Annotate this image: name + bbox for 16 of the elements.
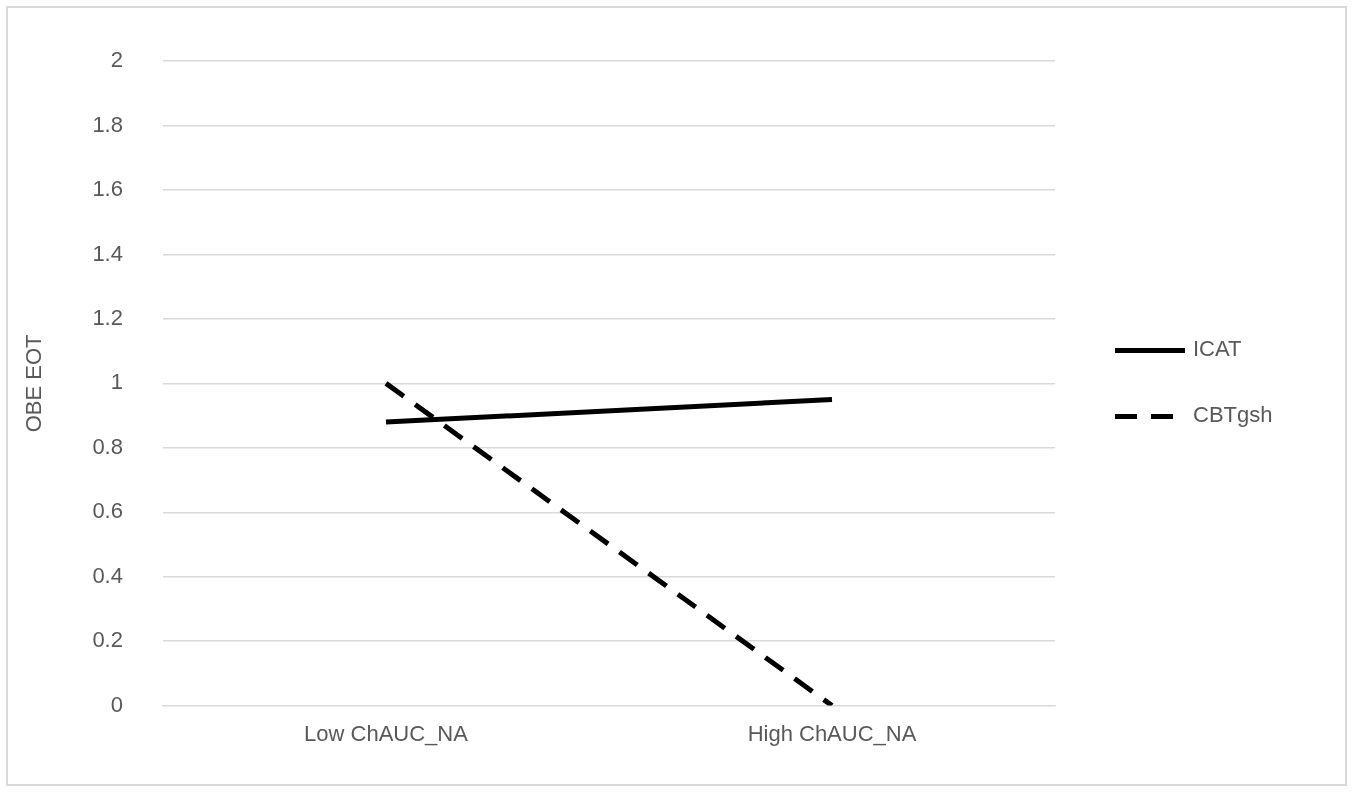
y-tick-label: 0.6 [92, 498, 123, 524]
y-tick-label: 0 [110, 691, 123, 717]
y-tick-label: 0.2 [92, 627, 123, 653]
y-tick-label: 1.8 [92, 111, 123, 137]
legend-label: ICAT [1193, 336, 1242, 362]
legend-label: CBTgsh [1193, 402, 1273, 428]
y-tick-label: 1.6 [92, 176, 123, 202]
x-tick-label: High ChAUC_NA [747, 720, 917, 746]
y-tick-label: 1.4 [92, 240, 123, 266]
y-tick-label: 0.8 [92, 433, 123, 459]
y-tick-label: 1.2 [92, 305, 123, 331]
y-axis-title: OBE EOT [21, 334, 47, 433]
y-tick-label: 0.4 [92, 562, 123, 588]
x-tick-label: Low ChAUC_NA [304, 720, 469, 746]
y-tick-label: 1 [110, 369, 123, 395]
y-tick-label: 2 [110, 47, 123, 73]
